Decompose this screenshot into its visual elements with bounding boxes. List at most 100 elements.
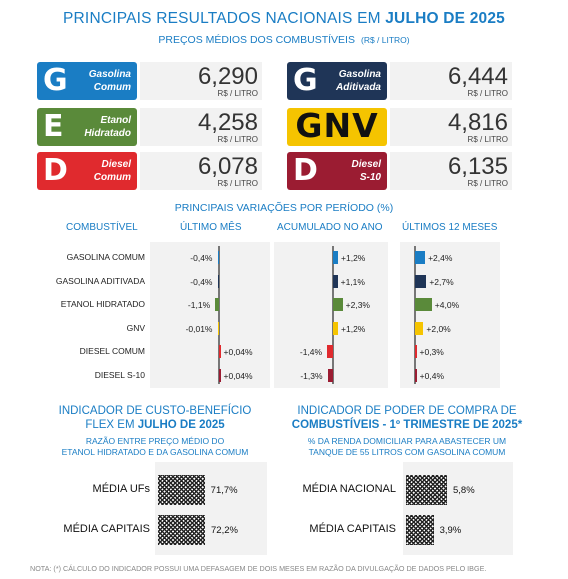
price-value: 4,816 xyxy=(447,109,508,136)
indicator-bar xyxy=(406,515,434,545)
price-value: 6,078 xyxy=(197,153,258,180)
price-card: E Etanol Hidratado 4,258 R$ / LITRO xyxy=(37,108,262,146)
fuel-badge: GNV xyxy=(287,108,387,146)
variations-title: PRINCIPAIS VARIAÇÕES POR PERÍODO (%) xyxy=(174,202,394,214)
fuel-name: Gasolina Aditivada xyxy=(335,69,381,93)
flex-title: INDICADOR DE CUSTO-BENEFÍCIO FLEX EM JUL… xyxy=(58,405,252,431)
indicator-bar xyxy=(158,475,205,505)
fuel-badge: D Diesel S-10 xyxy=(287,152,387,190)
year-panel xyxy=(274,242,388,388)
year-value-label: -1,3% xyxy=(300,371,323,381)
fuel-row-label: DIESEL S-10 xyxy=(94,370,145,380)
indicator-label: MÉDIA NACIONAL xyxy=(302,483,396,495)
month-value-label: -1,1% xyxy=(187,300,211,311)
page-subtitle: PREÇOS MÉDIOS DOS COMBUSTÍVEIS (R$ / LITR… xyxy=(158,34,410,46)
price-value: 6,290 xyxy=(197,63,258,90)
year-value-label: +1,2% xyxy=(341,253,366,263)
year-bar xyxy=(327,369,333,382)
indicator-value: 3,9% xyxy=(439,525,462,536)
price-card: G Gasolina Comum 6,290 R$ / LITRO xyxy=(37,62,262,100)
fuel-letter: G xyxy=(293,63,318,98)
price-unit: R$ / LITRO xyxy=(217,135,258,144)
indicator-label: MÉDIA UFs xyxy=(92,483,150,495)
year-value-label: +1,1% xyxy=(340,276,365,287)
year-bar xyxy=(333,251,339,264)
fuel-row-label: ETANOL HIDRATADO xyxy=(60,299,145,310)
month-panel xyxy=(150,242,270,388)
fuel-row-label: DIESEL COMUM xyxy=(79,346,145,357)
price-card: D Diesel S-10 6,135 R$ / LITRO xyxy=(287,152,512,190)
m12-bar xyxy=(415,251,426,264)
fuel-row-label: GNV xyxy=(126,322,145,333)
fuel-name: Diesel Comum xyxy=(93,159,131,183)
indicator-bar xyxy=(158,515,205,545)
year-value-label: +1,2% xyxy=(341,323,366,334)
year-value-label: +2,3% xyxy=(345,300,370,311)
m12-value-label: +2,0% xyxy=(426,323,451,334)
col-year-header: ACUMULADO NO ANO xyxy=(277,222,383,233)
purchase-title: INDICADOR DE PODER DE COMPRA DE COMBUSTÍ… xyxy=(291,405,523,431)
month-value-label: -0,4% xyxy=(190,276,213,287)
fuel-letter: G xyxy=(43,63,68,98)
price-card: D Diesel Comum 6,078 R$ / LITRO xyxy=(37,152,262,190)
footnote: NOTA: (*) CÁLCULO DO INDICADOR POSSUI UM… xyxy=(30,564,487,573)
indicator-label: MÉDIA CAPITAIS xyxy=(63,523,150,535)
price-box: 4,816 R$ / LITRO xyxy=(390,108,512,146)
month-bar xyxy=(215,298,219,312)
indicator-label: MÉDIA CAPITAIS xyxy=(309,523,396,535)
month-bar xyxy=(219,345,221,359)
fuel-badge: E Etanol Hidratado xyxy=(37,108,137,146)
month-value-label: -0,4% xyxy=(190,253,213,263)
fuel-letter: GNV xyxy=(295,106,379,145)
m12-value-label: +0,4% xyxy=(419,371,445,381)
fuel-badge: G Gasolina Aditivada xyxy=(287,62,387,100)
fuel-name: Etanol Hidratado xyxy=(84,115,131,139)
price-box: 4,258 R$ / LITRO xyxy=(140,108,262,146)
indicator-value: 5,8% xyxy=(453,485,475,496)
year-value-label: -1,4% xyxy=(299,347,323,358)
year-bar xyxy=(333,321,339,335)
year-bar xyxy=(327,345,333,359)
fuel-row-label: GASOLINA COMUM xyxy=(66,252,145,262)
col-fuel-header: COMBUSTÍVEL xyxy=(66,222,138,233)
fuel-badge: G Gasolina Comum xyxy=(37,62,137,100)
indicator-value: 71,7% xyxy=(210,485,238,496)
month-value-label: +0,04% xyxy=(223,371,253,381)
fuel-name: Diesel S-10 xyxy=(351,159,381,183)
m12-value-label: +2,7% xyxy=(429,276,454,287)
price-value: 6,135 xyxy=(447,153,508,180)
m12-axis xyxy=(414,246,416,384)
m12-bar xyxy=(415,321,424,335)
month-value-label: +0,04% xyxy=(223,347,253,358)
fuel-letter: D xyxy=(293,153,318,188)
fuel-name: Gasolina Comum xyxy=(88,69,131,93)
col-month-header: ÚLTIMO MÊS xyxy=(180,222,242,233)
m12-bar xyxy=(415,369,417,382)
year-bar xyxy=(333,298,343,312)
month-bar xyxy=(217,321,219,335)
m12-value-label: +4,0% xyxy=(434,300,460,311)
price-unit: R$ / LITRO xyxy=(467,89,508,98)
m12-value-label: +2,4% xyxy=(428,253,453,263)
price-card: G Gasolina Aditivada 6,444 R$ / LITRO xyxy=(287,62,512,100)
flex-subtitle: RAZÃO ENTRE PREÇO MÉDIO DO ETANOL HIDRAT… xyxy=(61,436,249,457)
m12-panel xyxy=(400,242,500,388)
year-axis xyxy=(332,246,334,384)
month-bar xyxy=(217,274,219,288)
month-axis xyxy=(218,246,220,384)
m12-bar xyxy=(415,298,432,312)
indicator-value: 72,2% xyxy=(211,525,238,536)
price-box: 6,290 R$ / LITRO xyxy=(140,62,262,100)
price-box: 6,135 R$ / LITRO xyxy=(390,152,512,190)
year-bar xyxy=(333,274,338,288)
price-box: 6,444 R$ / LITRO xyxy=(390,62,512,100)
month-bar xyxy=(219,369,221,382)
price-unit: R$ / LITRO xyxy=(467,179,508,188)
fuel-badge: D Diesel Comum xyxy=(37,152,137,190)
month-value-label: -0,01% xyxy=(185,323,213,334)
price-unit: R$ / LITRO xyxy=(217,179,258,188)
fuel-letter: D xyxy=(43,153,68,188)
price-card: GNV 4,816 R$ / LITRO xyxy=(287,108,512,146)
m12-bar xyxy=(415,345,417,359)
price-box: 6,078 R$ / LITRO xyxy=(140,152,262,190)
